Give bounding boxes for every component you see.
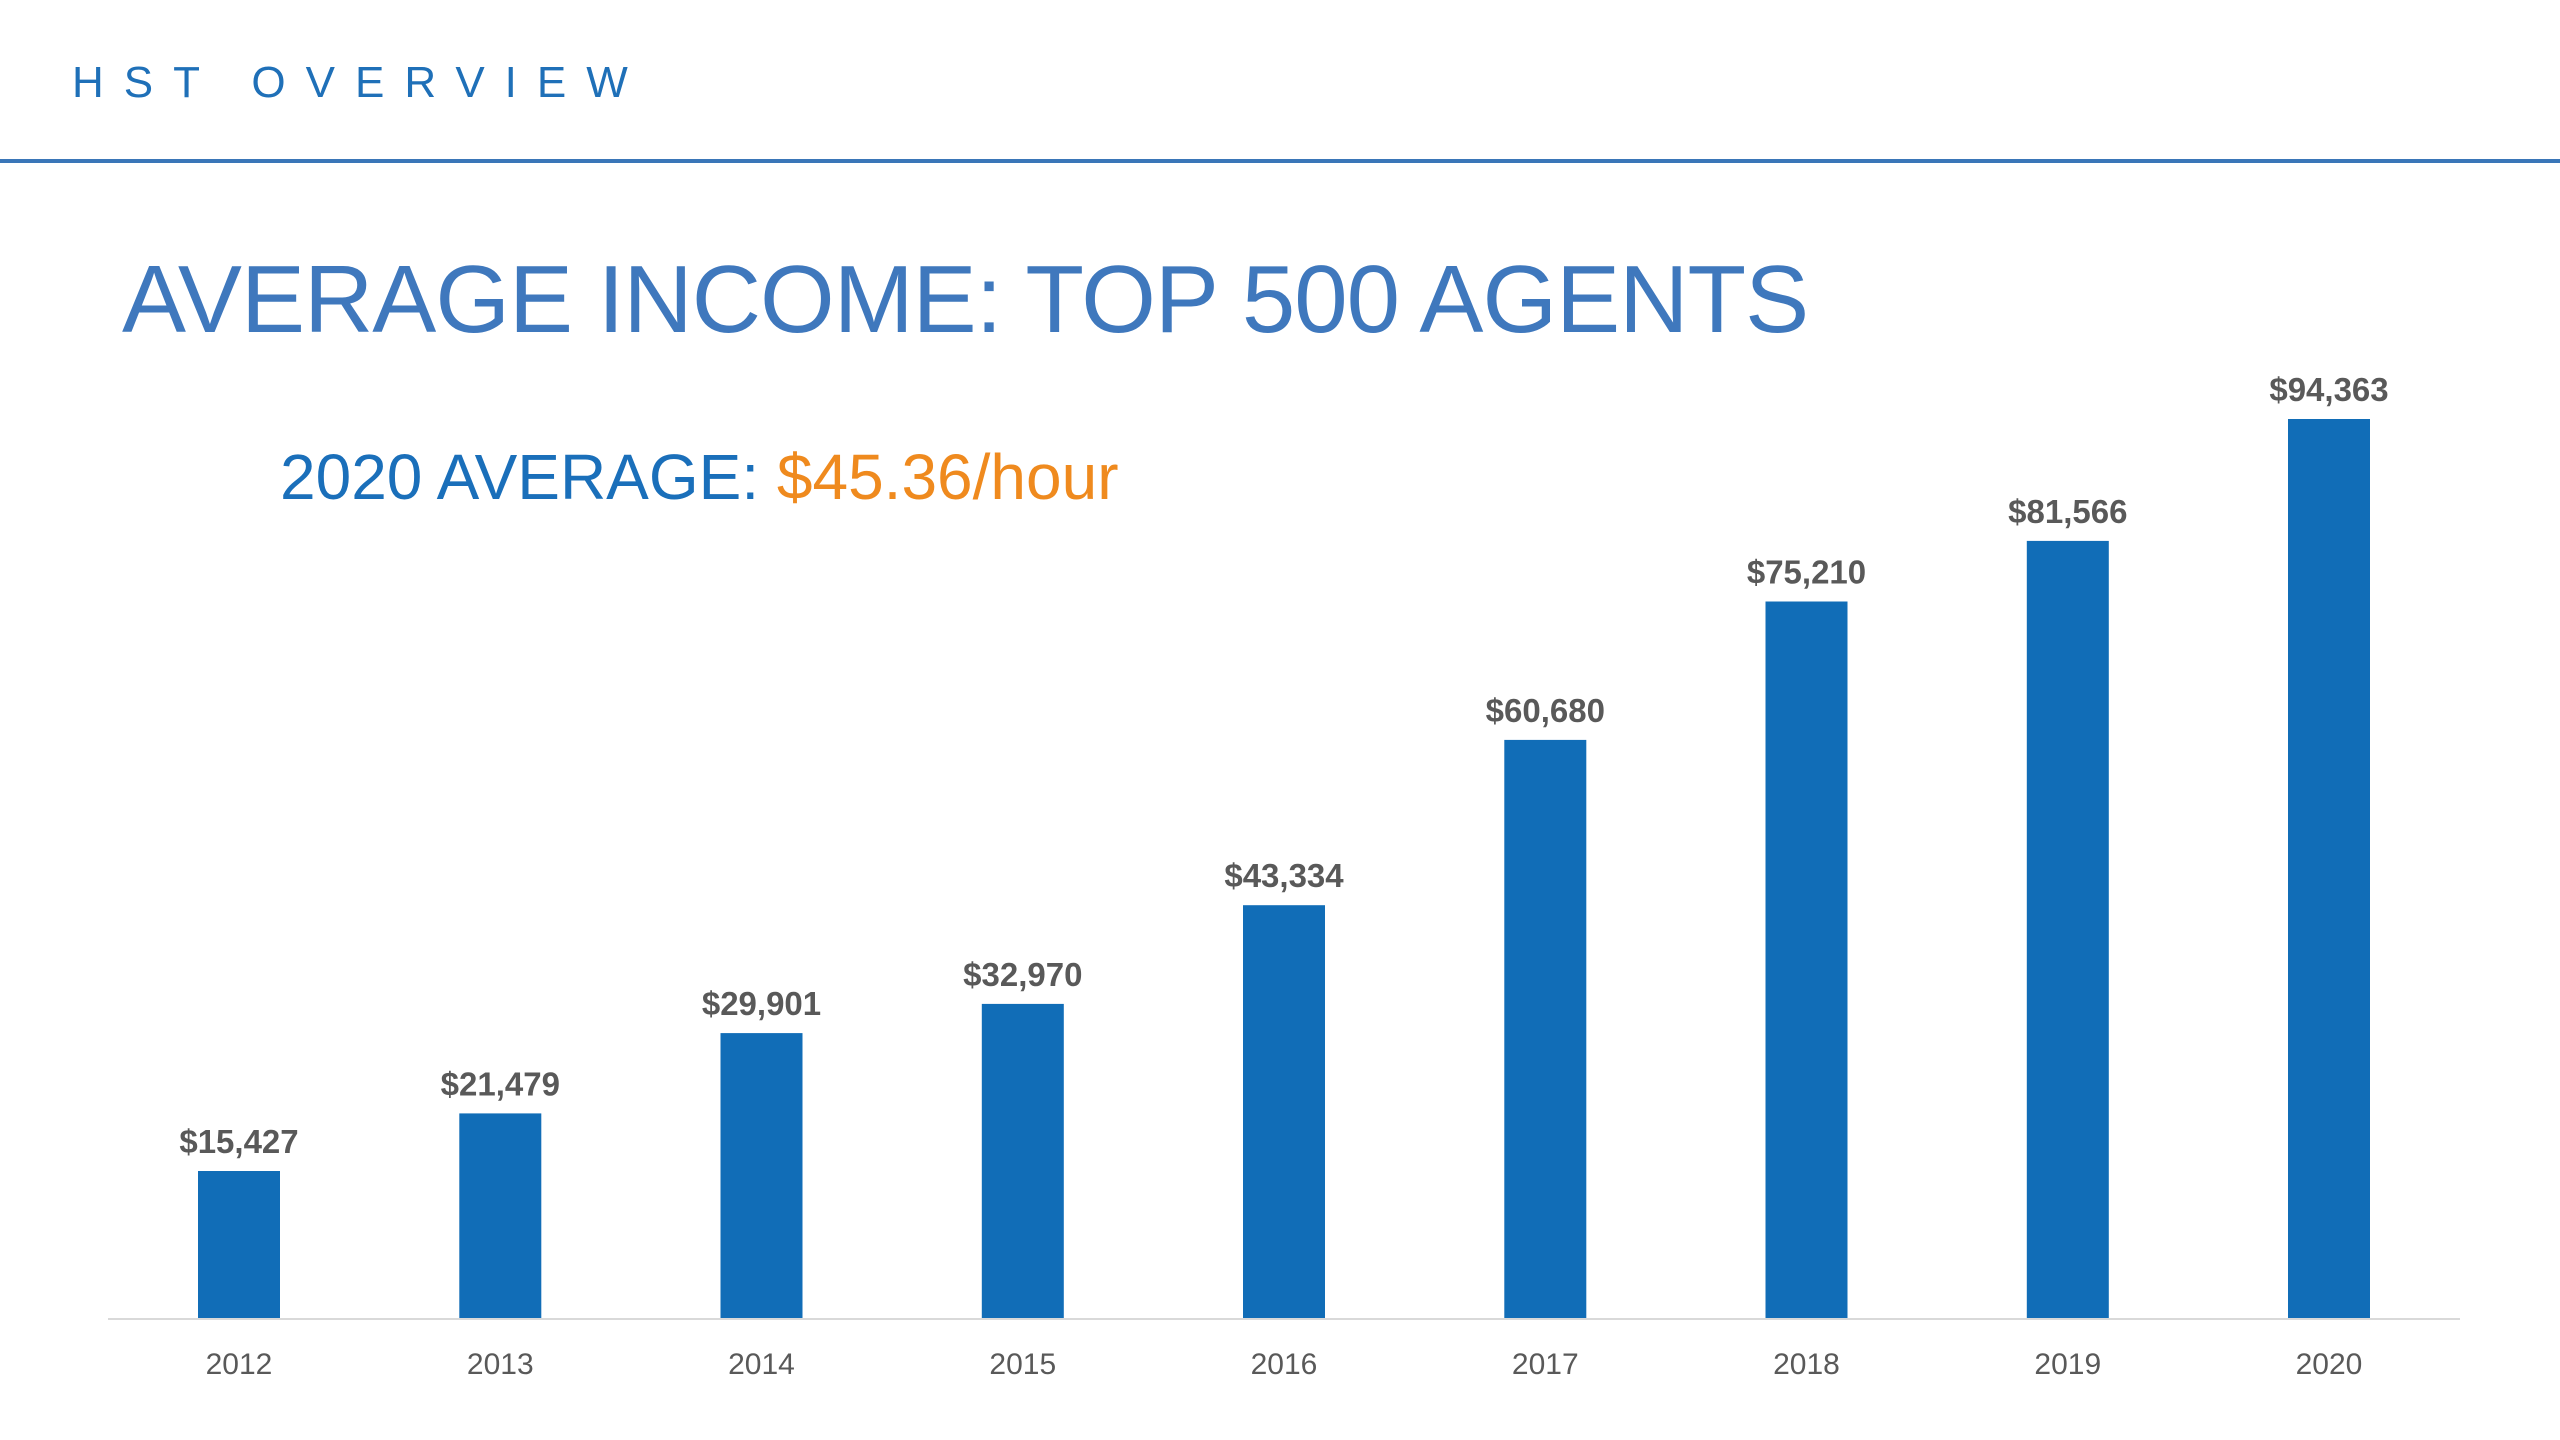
data-label-group: $15,427 $21,479 $29,901 $32,970 $43,334 $60,6…	[179, 371, 2388, 1160]
data-label-2013: $21,479	[441, 1065, 560, 1102]
x-tick-label-group: 2012 2013 2014 2015 2016 2017 2018 2019 2020	[206, 1348, 2363, 1381]
x-tick-label-2013: 2013	[467, 1348, 534, 1381]
x-tick-label-2018: 2018	[1773, 1348, 1840, 1381]
data-label-2014: $29,901	[702, 985, 821, 1022]
x-tick-label-2020: 2020	[2296, 1348, 2363, 1381]
bar-2012	[198, 1171, 280, 1318]
x-tick-label-2016: 2016	[1251, 1348, 1318, 1381]
subtitle: 2020 AVERAGE: $45.36/hour	[280, 440, 1119, 514]
bar-2013	[459, 1113, 542, 1318]
x-tick-label-2017: 2017	[1512, 1348, 1579, 1381]
data-label-2018: $75,210	[1747, 554, 1866, 591]
x-tick-label-2015: 2015	[989, 1348, 1056, 1381]
data-label-2019: $81,566	[2008, 493, 2127, 530]
bar-2020	[2288, 419, 2370, 1318]
data-label-2012: $15,427	[179, 1123, 298, 1160]
header-divider	[0, 159, 2560, 163]
section-header: HST OVERVIEW	[72, 58, 648, 107]
bar-2016	[1243, 905, 1325, 1318]
x-tick-label-2012: 2012	[206, 1348, 273, 1381]
x-tick-label-2019: 2019	[2034, 1348, 2101, 1381]
data-label-2016: $43,334	[1224, 857, 1344, 894]
data-label-2017: $60,680	[1486, 692, 1605, 729]
data-label-2020: $94,363	[2269, 371, 2388, 408]
bar-2018	[1765, 601, 1848, 1318]
subtitle-value: $45.36/hour	[776, 441, 1119, 513]
data-label-2015: $32,970	[963, 956, 1082, 993]
bar-2017	[1504, 739, 1587, 1318]
x-tick-label-2014: 2014	[728, 1348, 795, 1381]
page-title: AVERAGE INCOME: TOP 500 AGENTS	[122, 246, 1809, 353]
bar-2015	[981, 1003, 1064, 1318]
bar-2014	[720, 1033, 803, 1318]
subtitle-label: 2020 AVERAGE:	[280, 441, 777, 513]
bar-2019	[2026, 540, 2109, 1318]
bar-group	[198, 419, 2370, 1318]
